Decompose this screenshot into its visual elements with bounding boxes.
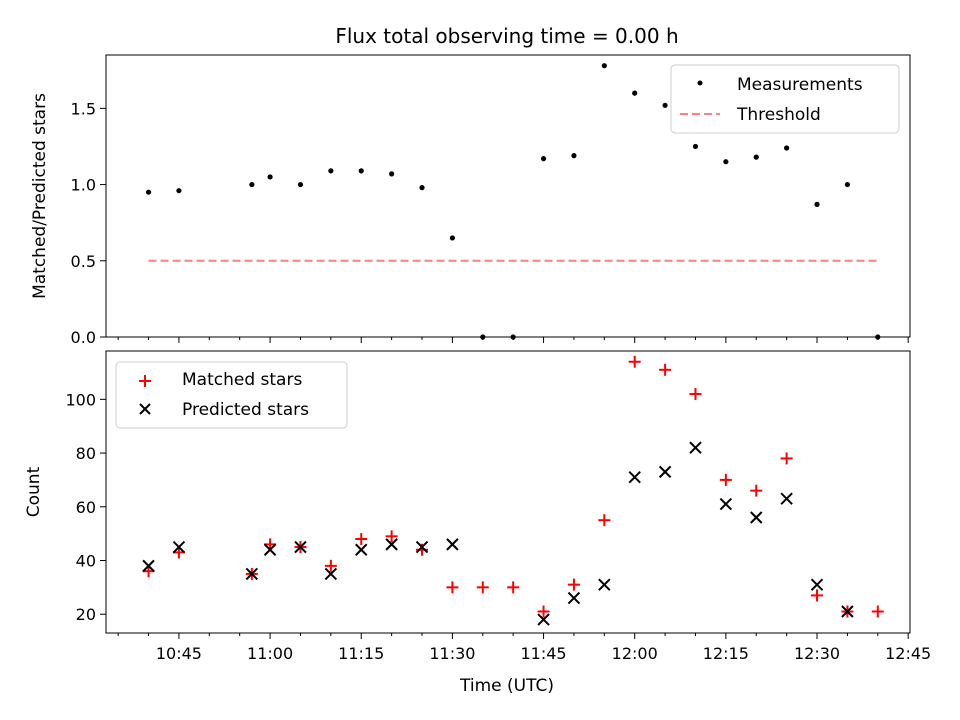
predicted-star-point — [355, 543, 368, 556]
bottom-xtick-label: 11:00 — [247, 644, 293, 663]
legend-predicted-label: Predicted stars — [182, 400, 309, 420]
matched-star-point — [750, 484, 763, 497]
predicted-star-point — [142, 559, 155, 573]
chart-title: Flux total observing time = 0.00 h — [335, 24, 678, 48]
top-ytick-label: 1.0 — [71, 176, 96, 195]
measurement-point — [723, 159, 729, 165]
measurement-point — [389, 171, 395, 177]
matched-star-point — [780, 452, 793, 465]
bottom-xtick-label: 12:30 — [794, 644, 840, 663]
matched-star-point — [598, 514, 611, 527]
top-legend: Measurements Threshold — [670, 64, 900, 134]
matched-star-point — [659, 363, 672, 376]
matched-star-point — [689, 387, 702, 400]
measurement-point — [784, 145, 790, 151]
predicted-star-point — [750, 511, 763, 524]
matched-star-point — [871, 605, 884, 618]
predicted-star-point — [628, 471, 641, 484]
measurement-point — [662, 102, 668, 108]
bottom-y-ticks: 20 40 60 80 100 — [65, 390, 106, 624]
top-y-axis-label: Matched/Predicted stars — [30, 93, 50, 299]
measurement-point — [145, 189, 152, 195]
top-plot-area — [145, 63, 881, 340]
measurement-point — [571, 153, 577, 159]
predicted-star-point — [415, 540, 429, 554]
predicted-star-point — [598, 578, 611, 591]
matched-star-point — [507, 581, 520, 594]
predicted-star-point — [324, 567, 338, 581]
bottom-axes-frame — [105, 350, 911, 634]
top-ytick-label: 1.5 — [71, 99, 96, 118]
matched-star-point — [476, 581, 489, 594]
matched-star-point — [719, 473, 732, 486]
predicted-star-point — [294, 540, 307, 554]
matched-star-point — [628, 355, 641, 368]
measurement-point — [358, 168, 364, 174]
predicted-star-point — [567, 591, 581, 605]
bottom-xtick-label: 11:45 — [520, 644, 566, 663]
top-ytick-label: 0.0 — [71, 328, 96, 347]
predicted-star-point — [780, 492, 793, 505]
bottom-xtick-label: 12:45 — [885, 644, 931, 663]
measurement-point — [249, 181, 255, 188]
bottom-xtick-label: 11:15 — [338, 644, 384, 663]
matched-star-point — [355, 533, 368, 545]
measurement-point — [297, 181, 304, 188]
legend-threshold-label: Threshold — [736, 105, 821, 125]
measurement-point — [176, 188, 182, 194]
matched-star-point — [324, 559, 337, 572]
legend-matched-marker — [139, 375, 151, 387]
bottom-xtick-label: 12:15 — [703, 644, 749, 663]
top-ytick-label: 0.5 — [71, 252, 96, 271]
predicted-star-point — [658, 465, 672, 479]
matched-star-point — [385, 530, 398, 543]
top-y-ticks: 0.0 0.5 1.0 1.5 — [71, 99, 106, 347]
measurement-point — [419, 185, 425, 191]
bottom-plot-area — [142, 355, 884, 626]
predicted-star-point — [245, 567, 259, 581]
matched-star-point — [537, 605, 550, 618]
legend-measurements-label: Measurements — [737, 75, 863, 95]
measurement-point — [267, 174, 273, 180]
bottom-xtick-label: 11:30 — [429, 644, 475, 663]
predicted-star-point — [810, 578, 824, 591]
predicted-star-point — [537, 613, 550, 626]
bottom-ytick-label: 40 — [76, 551, 96, 570]
measurement-point — [753, 154, 759, 160]
predicted-star-point — [446, 538, 459, 551]
top-axes-frame — [105, 54, 911, 338]
predicted-star-point — [719, 497, 733, 511]
predicted-star-point — [172, 540, 186, 554]
measurement-point — [844, 181, 851, 188]
predicted-star-point — [841, 605, 854, 618]
legend-measurements-marker — [697, 80, 703, 86]
measurement-point — [632, 90, 638, 96]
matched-star-point — [567, 578, 580, 591]
bottom-x-ticks: 10:45 11:00 11:15 11:30 11:45 12:00 12:15 12:30… — [117, 633, 931, 663]
bottom-xtick-label: 12:00 — [612, 644, 658, 663]
bottom-legend: Matched stars Predicted stars — [115, 361, 348, 429]
measurement-point — [540, 156, 547, 162]
predicted-star-point — [263, 543, 277, 556]
bottom-ytick-label: 80 — [76, 444, 96, 463]
legend-matched-label: Matched stars — [182, 370, 302, 390]
bottom-ytick-label: 60 — [76, 498, 96, 517]
bottom-y-axis-label: Count — [24, 466, 44, 517]
bottom-ytick-label: 100 — [65, 390, 96, 409]
predicted-star-point — [385, 538, 398, 551]
measurement-point — [328, 168, 334, 174]
bottom-xtick-label: 10:45 — [156, 644, 202, 663]
matched-star-point — [811, 589, 824, 602]
measurement-point — [449, 235, 455, 241]
matched-star-point — [446, 581, 459, 594]
measurement-point — [601, 63, 607, 69]
bottom-ytick-label: 20 — [76, 605, 96, 624]
top-x-ticks — [117, 337, 909, 343]
measurement-point — [692, 143, 699, 150]
legend-predicted-marker — [139, 403, 151, 415]
predicted-star-point — [689, 441, 702, 454]
bottom-x-axis-label: Time (UTC) — [459, 676, 554, 696]
measurement-point — [814, 201, 820, 207]
